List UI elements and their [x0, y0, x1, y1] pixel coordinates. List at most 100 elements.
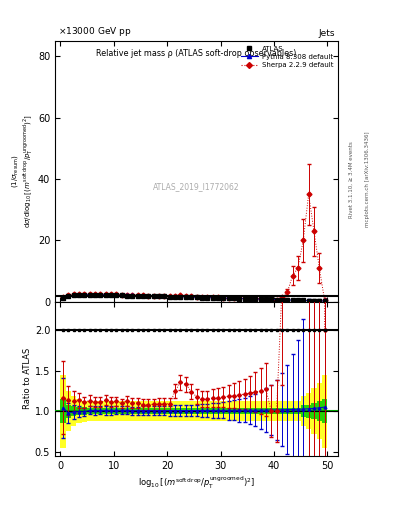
Bar: [135, 408, 140, 414]
Bar: [285, 401, 290, 421]
Bar: [194, 401, 199, 421]
Bar: [92, 408, 98, 414]
Bar: [140, 401, 146, 421]
Bar: [189, 408, 194, 414]
Bar: [301, 406, 306, 417]
Bar: [247, 408, 253, 414]
Bar: [215, 408, 220, 414]
Bar: [119, 408, 125, 414]
Bar: [279, 401, 285, 421]
Bar: [237, 408, 242, 414]
Bar: [210, 408, 215, 414]
Bar: [87, 408, 92, 414]
Bar: [156, 408, 162, 414]
Bar: [231, 408, 237, 414]
Bar: [215, 401, 220, 421]
Bar: [322, 399, 327, 423]
Bar: [226, 401, 231, 421]
Bar: [189, 401, 194, 421]
Bar: [61, 399, 66, 423]
Bar: [183, 401, 189, 421]
Bar: [183, 408, 189, 414]
Bar: [226, 408, 231, 414]
Bar: [119, 401, 125, 421]
Bar: [82, 400, 87, 421]
Bar: [204, 408, 210, 414]
Bar: [295, 408, 301, 414]
Bar: [263, 408, 268, 414]
Bar: [151, 408, 156, 414]
Bar: [263, 401, 268, 421]
Bar: [103, 408, 108, 414]
Bar: [114, 408, 119, 414]
Text: Rivet 3.1.10, ≥ 3.4M events: Rivet 3.1.10, ≥ 3.4M events: [349, 141, 354, 218]
Bar: [274, 408, 279, 414]
Bar: [253, 401, 258, 421]
Bar: [210, 401, 215, 421]
Bar: [194, 408, 199, 414]
Y-axis label: $(1/\sigma_{\rm resum})$
${\rm d}\sigma/{\rm d}\log_{10}[(m^{\rm soft\,drop}/p_{: $(1/\sigma_{\rm resum})$ ${\rm d}\sigma/…: [9, 114, 35, 228]
Bar: [306, 404, 311, 418]
Bar: [135, 401, 140, 421]
Bar: [140, 408, 146, 414]
Bar: [258, 408, 263, 414]
Bar: [311, 389, 317, 434]
Bar: [178, 401, 183, 421]
Bar: [151, 401, 156, 421]
Bar: [295, 401, 301, 421]
Bar: [247, 401, 253, 421]
Bar: [125, 408, 130, 414]
Bar: [61, 375, 66, 447]
Bar: [220, 401, 226, 421]
Bar: [178, 408, 183, 414]
Bar: [173, 408, 178, 414]
Bar: [156, 401, 162, 421]
Text: ATLAS_2019_I1772062: ATLAS_2019_I1772062: [153, 182, 240, 191]
Bar: [125, 401, 130, 421]
Bar: [317, 401, 322, 421]
Bar: [130, 401, 135, 421]
Bar: [146, 408, 151, 414]
Y-axis label: Ratio to ATLAS: Ratio to ATLAS: [23, 348, 32, 409]
Bar: [66, 404, 71, 418]
Bar: [237, 401, 242, 421]
Legend: ATLAS, Pythia 8.308 default, Sherpa 2.2.9 default: ATLAS, Pythia 8.308 default, Sherpa 2.2.…: [239, 45, 334, 70]
Bar: [311, 403, 317, 419]
Bar: [71, 406, 76, 416]
Bar: [290, 408, 295, 414]
Text: $\times$13000 GeV pp: $\times$13000 GeV pp: [58, 26, 131, 38]
Bar: [98, 408, 103, 414]
Text: Jets: Jets: [319, 29, 335, 38]
Bar: [167, 408, 173, 414]
Text: mcplots.cern.ch [arXiv:1306.3436]: mcplots.cern.ch [arXiv:1306.3436]: [365, 132, 370, 227]
Bar: [199, 408, 204, 414]
Bar: [285, 408, 290, 414]
Bar: [279, 408, 285, 414]
Bar: [76, 407, 82, 415]
Bar: [167, 401, 173, 421]
Bar: [108, 408, 114, 414]
Bar: [98, 401, 103, 421]
Bar: [162, 408, 167, 414]
Bar: [231, 401, 237, 421]
Bar: [173, 401, 178, 421]
Bar: [199, 401, 204, 421]
Bar: [82, 407, 87, 415]
Bar: [76, 399, 82, 423]
Text: Relative jet mass ρ (ATLAS soft-drop observables): Relative jet mass ρ (ATLAS soft-drop obs…: [96, 49, 297, 58]
Bar: [71, 396, 76, 425]
Bar: [130, 408, 135, 414]
Bar: [306, 393, 311, 429]
Bar: [317, 382, 322, 439]
Bar: [242, 401, 247, 421]
Bar: [146, 401, 151, 421]
Bar: [204, 401, 210, 421]
Bar: [108, 401, 114, 421]
Bar: [87, 401, 92, 421]
Bar: [253, 408, 258, 414]
Bar: [258, 401, 263, 421]
Bar: [92, 401, 98, 421]
Bar: [274, 401, 279, 421]
Bar: [220, 408, 226, 414]
Bar: [268, 408, 274, 414]
